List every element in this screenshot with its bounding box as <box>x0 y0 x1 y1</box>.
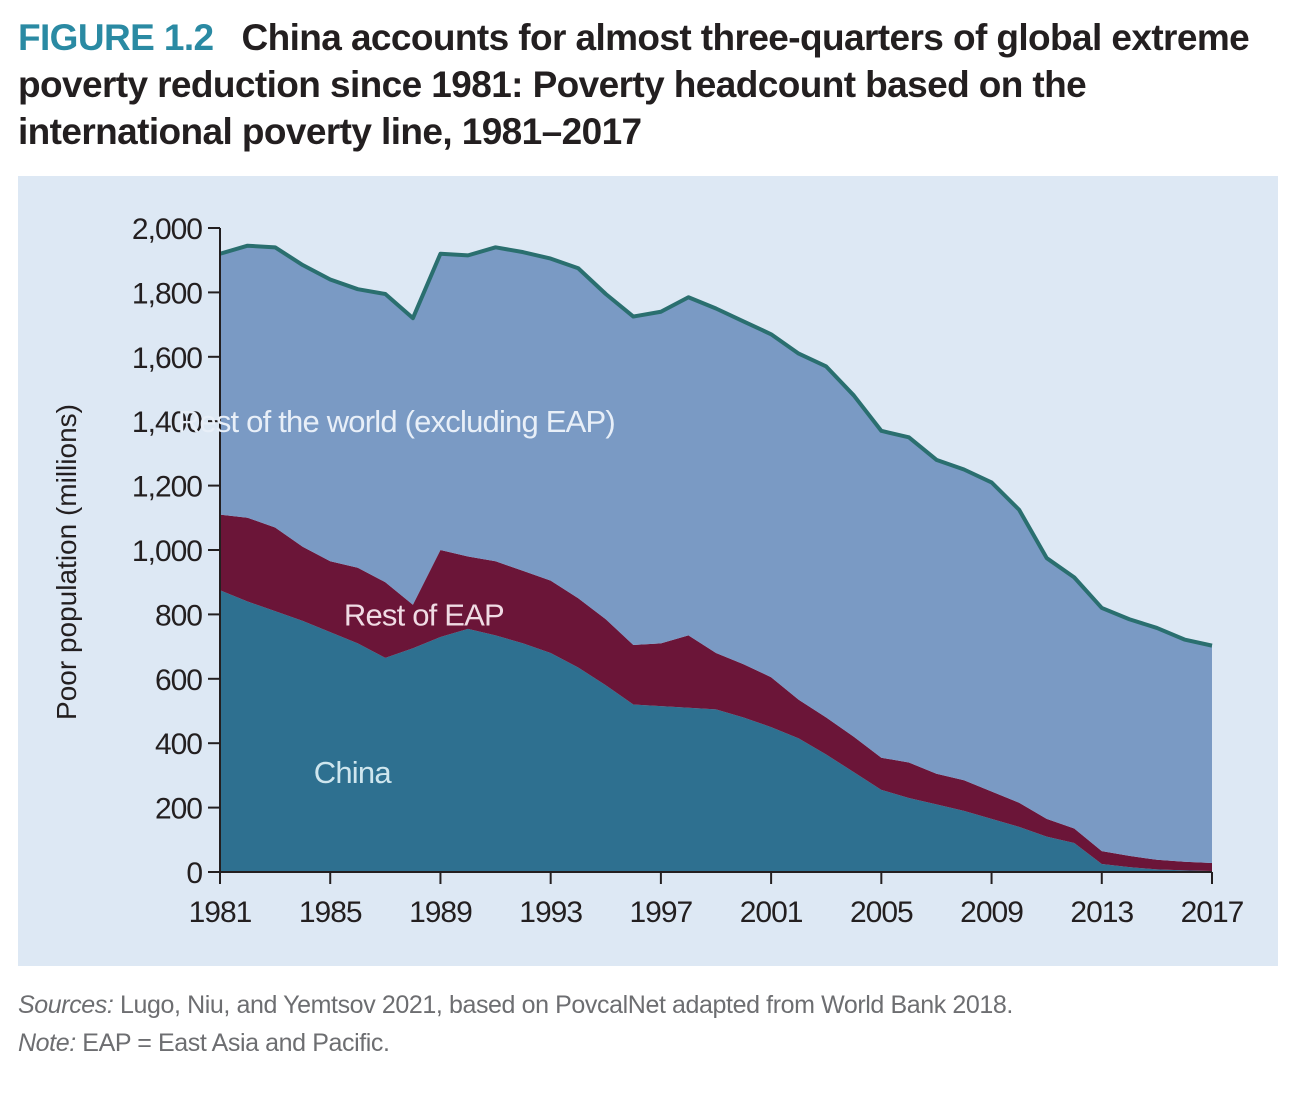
x-tick-label: 1993 <box>519 896 582 929</box>
x-tick-label: 1997 <box>630 896 693 929</box>
label-china: China <box>314 755 393 790</box>
label-rest-of-eap: Rest of EAP <box>344 597 504 632</box>
area-rest-of-world <box>220 245 1212 863</box>
x-tick-label: 1989 <box>409 896 472 929</box>
total-poverty-line <box>219 243 1213 648</box>
x-tick-label: 1981 <box>189 896 252 929</box>
area-china <box>220 590 1212 872</box>
area-layers <box>220 245 1212 872</box>
sources-label: Sources: <box>18 991 114 1019</box>
note-text: EAP = East Asia and Pacific. <box>75 1029 390 1057</box>
note-line: Note: EAP = East Asia and Pacific. <box>18 1024 1288 1062</box>
axes: 0 200 400 600 800 1,000 1,200 1,400 1,600 1,800 2,… <box>51 213 1245 929</box>
y-tick-label: 800 <box>155 599 202 632</box>
y-tick-label: 1,800 <box>132 277 202 310</box>
x-tick-label: 2009 <box>960 896 1023 929</box>
source-notes: Sources: Lugo, Niu, and Yemtsov 2021, ba… <box>18 986 1288 1062</box>
poverty-area-chart: 0 200 400 600 800 1,000 1,200 1,400 1,600 1,800 2,… <box>51 213 1245 929</box>
y-tick-label: 1,600 <box>132 342 202 375</box>
line-layers <box>219 243 1213 648</box>
label-rest-of-world: Rest of the world (excluding EAP) <box>178 404 615 439</box>
note-label: Note: <box>18 1029 76 1057</box>
y-axis-title: Poor population (millions) <box>51 404 82 720</box>
x-tick-label: 1985 <box>299 896 362 929</box>
figure-title: China accounts for almost three-quarters… <box>18 17 1250 152</box>
y-tick-label: 0 <box>186 857 202 890</box>
y-tick-label: 400 <box>155 728 202 761</box>
y-tick-label: 1,000 <box>132 535 202 568</box>
y-tick-label: 200 <box>155 793 202 826</box>
figure-label: FIGURE 1.2 <box>18 17 214 58</box>
x-tick-label: 2005 <box>850 896 913 929</box>
y-tick-label: 600 <box>155 664 202 697</box>
sources-text: Lugo, Niu, and Yemtsov 2021, based on Po… <box>113 991 1013 1019</box>
sources-line: Sources: Lugo, Niu, and Yemtsov 2021, ba… <box>18 986 1288 1024</box>
x-tick-label: 2017 <box>1181 896 1244 929</box>
area-rest-of-eap <box>220 514 1212 872</box>
y-tick-label: 2,000 <box>132 213 202 246</box>
x-tick-label: 2013 <box>1070 896 1133 929</box>
y-tick-label: 1,400 <box>132 406 202 439</box>
figure-header: FIGURE 1.2 China accounts for almost thre… <box>18 14 1288 155</box>
x-tick-label: 2001 <box>740 896 803 929</box>
y-tick-label: 1,200 <box>132 471 202 504</box>
series-labels: Rest of the world (excluding EAP) Rest of… <box>178 404 616 790</box>
